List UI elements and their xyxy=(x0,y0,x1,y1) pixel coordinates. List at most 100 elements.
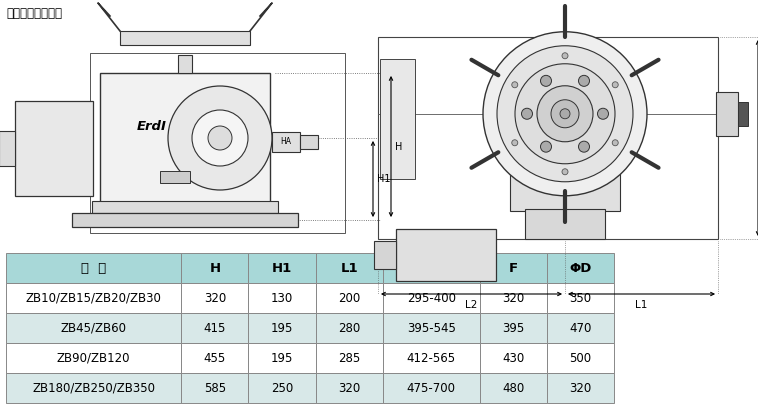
Bar xyxy=(480,253,547,283)
Bar xyxy=(383,313,480,343)
Text: 130: 130 xyxy=(271,291,293,305)
Text: 320: 320 xyxy=(204,291,226,305)
Circle shape xyxy=(497,46,633,182)
Text: L2: L2 xyxy=(465,300,478,310)
Bar xyxy=(383,253,480,283)
Circle shape xyxy=(560,109,570,119)
Circle shape xyxy=(562,53,568,59)
Text: 350: 350 xyxy=(569,291,591,305)
Text: 195: 195 xyxy=(271,351,293,365)
Bar xyxy=(480,283,547,313)
Bar xyxy=(378,37,718,239)
Text: HA: HA xyxy=(280,138,292,146)
Circle shape xyxy=(512,82,518,88)
Circle shape xyxy=(515,64,615,164)
Circle shape xyxy=(578,75,590,86)
Circle shape xyxy=(562,169,568,175)
Bar xyxy=(15,101,93,196)
Text: H: H xyxy=(395,141,402,152)
Circle shape xyxy=(540,75,552,86)
Text: H1: H1 xyxy=(377,174,390,184)
Text: 470: 470 xyxy=(569,321,591,335)
Circle shape xyxy=(551,100,579,128)
Text: 295-400: 295-400 xyxy=(407,291,456,305)
Circle shape xyxy=(168,86,272,190)
Bar xyxy=(181,373,249,403)
Text: 外形及外形尺寸表: 外形及外形尺寸表 xyxy=(6,7,62,20)
Text: H: H xyxy=(209,261,221,275)
Bar xyxy=(383,373,480,403)
Text: ZB90/ZB120: ZB90/ZB120 xyxy=(57,351,130,365)
Text: 195: 195 xyxy=(271,321,293,335)
Bar xyxy=(315,343,383,373)
Bar xyxy=(383,283,480,313)
Text: 415: 415 xyxy=(204,321,226,335)
Bar xyxy=(249,253,315,283)
Circle shape xyxy=(612,82,619,88)
Bar xyxy=(547,313,614,343)
Text: 型  号: 型 号 xyxy=(81,261,106,275)
Text: 320: 320 xyxy=(502,291,525,305)
Text: 500: 500 xyxy=(569,351,591,365)
Bar xyxy=(738,102,748,126)
Bar xyxy=(181,343,249,373)
Text: 475-700: 475-700 xyxy=(407,381,456,395)
Bar xyxy=(547,373,614,403)
Bar xyxy=(120,31,250,45)
Text: 250: 250 xyxy=(271,381,293,395)
Bar xyxy=(92,201,278,213)
Text: 395-545: 395-545 xyxy=(407,321,456,335)
Circle shape xyxy=(512,140,518,146)
Bar xyxy=(72,213,298,227)
Text: L1: L1 xyxy=(340,261,358,275)
Bar xyxy=(374,241,396,269)
Circle shape xyxy=(578,141,590,152)
Bar xyxy=(90,53,345,233)
Bar xyxy=(6,373,181,403)
Bar xyxy=(547,343,614,373)
Bar xyxy=(315,373,383,403)
Bar xyxy=(396,229,496,281)
Circle shape xyxy=(597,108,609,119)
Bar xyxy=(510,166,620,211)
Circle shape xyxy=(522,108,533,119)
Text: 395: 395 xyxy=(502,321,525,335)
Bar xyxy=(6,283,181,313)
Bar xyxy=(100,73,270,203)
Bar xyxy=(480,373,547,403)
Text: L1: L1 xyxy=(635,300,647,310)
Bar xyxy=(383,343,480,373)
Text: L2: L2 xyxy=(422,261,440,275)
Bar xyxy=(249,343,315,373)
Bar xyxy=(6,253,181,283)
Bar xyxy=(6,313,181,343)
Circle shape xyxy=(540,141,552,152)
Text: 585: 585 xyxy=(204,381,226,395)
Text: 320: 320 xyxy=(338,381,360,395)
Bar xyxy=(178,55,192,73)
Bar xyxy=(547,283,614,313)
Bar xyxy=(181,253,249,283)
Bar xyxy=(716,92,738,136)
Bar xyxy=(315,253,383,283)
Bar xyxy=(272,132,300,152)
Bar xyxy=(6,343,181,373)
Text: ZB180/ZB250/ZB350: ZB180/ZB250/ZB350 xyxy=(32,381,155,395)
Text: ΦD: ΦD xyxy=(569,261,591,275)
Text: 285: 285 xyxy=(338,351,360,365)
Bar xyxy=(380,59,415,179)
Circle shape xyxy=(208,126,232,150)
Text: ZB10/ZB15/ZB20/ZB30: ZB10/ZB15/ZB20/ZB30 xyxy=(26,291,161,305)
Bar xyxy=(315,313,383,343)
Bar xyxy=(181,313,249,343)
Text: ZB45/ZB60: ZB45/ZB60 xyxy=(61,321,127,335)
Text: 412-565: 412-565 xyxy=(406,351,456,365)
Text: H1: H1 xyxy=(272,261,292,275)
Bar xyxy=(249,373,315,403)
Bar xyxy=(547,253,614,283)
Bar xyxy=(480,313,547,343)
Text: 200: 200 xyxy=(338,291,360,305)
Text: 430: 430 xyxy=(502,351,525,365)
Bar xyxy=(249,283,315,313)
Circle shape xyxy=(192,110,248,166)
